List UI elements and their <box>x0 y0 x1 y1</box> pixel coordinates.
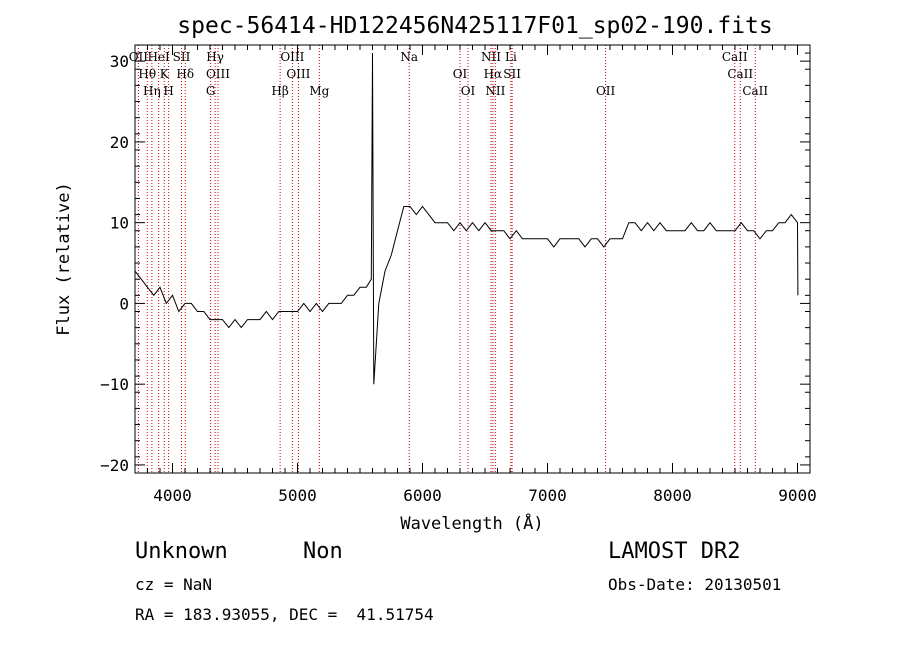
spectral-line-label: NII <box>481 50 501 64</box>
y-axis-label: Flux (relative) <box>54 182 74 336</box>
spectral-line-label: Hθ <box>138 67 156 81</box>
spectral-line-label: SII <box>173 50 191 64</box>
spectral-line-label: OIII <box>206 67 230 81</box>
x-axis: 4000 5000 6000 7000 8000 9000 <box>134 45 817 505</box>
spectral-line-label: Hγ <box>206 50 224 64</box>
spectral-line-label: Hα <box>484 67 503 81</box>
y-tick-label: 10 <box>110 214 129 233</box>
x-tick-label: 5000 <box>278 486 317 505</box>
x-tick-label: 6000 <box>403 486 442 505</box>
spectral-line-label: CaII <box>722 50 748 64</box>
x-tick-label: 9000 <box>778 486 817 505</box>
spectral-line-label: CaII <box>742 84 768 98</box>
spectral-line-label: OII <box>129 50 149 64</box>
subclass-text: Non <box>303 539 343 564</box>
x-tick-label: 8000 <box>653 486 692 505</box>
spectral-line-label: SII <box>503 67 521 81</box>
y-tick-label: 0 <box>119 294 129 313</box>
spectral-line-label: Hη <box>143 84 161 98</box>
spectral-line-label: OIII <box>286 67 310 81</box>
spectral-line-label: Li <box>505 50 517 64</box>
spectral-line-label: H <box>163 84 173 98</box>
spectral-line-label: Na <box>400 50 418 64</box>
spectral-line-label: OIII <box>280 50 304 64</box>
survey-text: LAMOST DR2 <box>608 539 741 564</box>
spectral-line-label: G <box>206 84 216 98</box>
y-tick-label: 30 <box>110 52 129 71</box>
spectral-line-markers <box>137 45 756 473</box>
y-tick-label: −10 <box>100 375 129 394</box>
spectral-line-label: CaII <box>727 67 753 81</box>
redshift-text: cz = NaN <box>135 575 213 594</box>
x-axis-label: Wavelength (Å) <box>400 512 543 534</box>
spectral-line-label: NII <box>485 84 505 98</box>
spectral-line-label: OI <box>461 84 476 98</box>
spectral-line-label: OI <box>453 67 468 81</box>
plot-frame <box>134 44 811 474</box>
spectral-line-label: OII <box>596 84 616 98</box>
x-tick-label: 7000 <box>528 486 567 505</box>
y-tick-label: −20 <box>100 456 129 475</box>
y-tick-label: 20 <box>110 133 129 152</box>
chart-title: spec-56414-HD122456N425117F01_sp02-190.f… <box>177 13 772 39</box>
spectral-line-labels: OII Hθ Hη HeI KH SII Hδ G Hγ OIII Hβ OIII OIII Mg Na OI… <box>129 50 769 98</box>
spectrum-series-line <box>134 53 799 385</box>
object-class-text: Unknown <box>135 539 228 564</box>
x-tick-label: 4000 <box>153 486 192 505</box>
coordinates-text: RA = 183.93055, DEC = 41.51754 <box>135 605 434 624</box>
spectral-line-label: Hδ <box>176 67 194 81</box>
y-axis: −20 −10 0 10 20 30 <box>100 52 810 475</box>
spectral-line-label: HeI <box>147 50 170 64</box>
obs-date-text: Obs-Date: 20130501 <box>608 575 782 594</box>
spectral-line-label: K <box>160 67 170 81</box>
spectral-line-label: Hβ <box>271 84 288 98</box>
spectral-line-label: Mg <box>309 84 329 98</box>
